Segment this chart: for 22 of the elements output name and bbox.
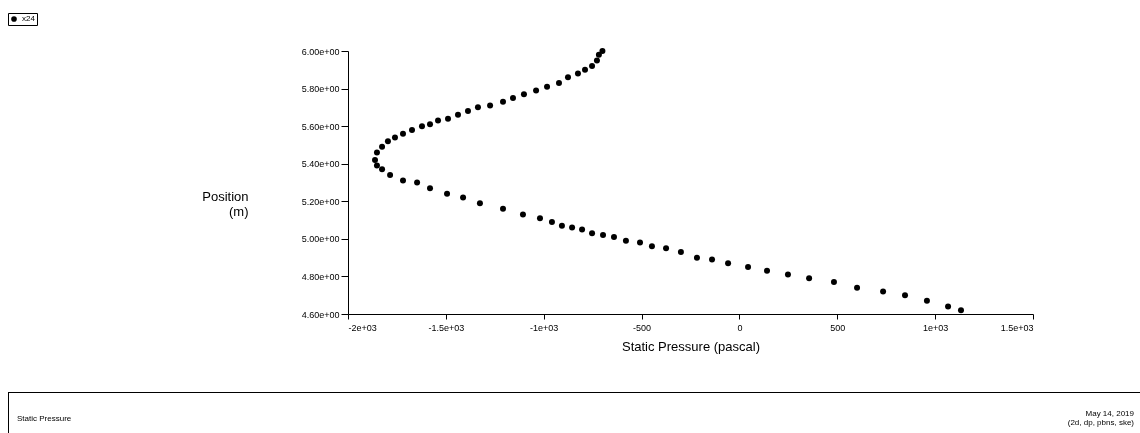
x-tick-label: 0 xyxy=(737,322,743,333)
y-tick-label: 6.00e+00 xyxy=(301,46,340,57)
x-tick-label: 500 xyxy=(830,322,846,333)
y-tick-label: 5.00e+00 xyxy=(301,234,340,245)
x-tick-label: 1.5e+03 xyxy=(1000,322,1034,333)
y-axis-title: Position (m) xyxy=(202,188,249,219)
x-tick-label: -500 xyxy=(633,322,652,333)
x-tick-label: 1e+03 xyxy=(923,322,949,333)
y-tick-label: 5.40e+00 xyxy=(301,159,340,170)
x-axis-title: Static Pressure (pascal) xyxy=(622,338,760,354)
x-tick-label: -1.5e+03 xyxy=(428,322,465,333)
text: x24 xyxy=(22,14,36,23)
y-tick-label: 5.60e+00 xyxy=(301,121,340,132)
y-tick-label: 4.60e+00 xyxy=(301,309,340,320)
x-tick-label: -1e+03 xyxy=(530,322,559,333)
y-tick-label: 5.20e+00 xyxy=(301,196,340,207)
text: (2d, dp, pbns, ske) xyxy=(1067,418,1134,427)
text: May 14, 2019 xyxy=(1084,409,1134,418)
y-tick-label: 5.80e+00 xyxy=(301,84,340,95)
text: Static Pressure xyxy=(17,414,72,423)
x-tick-label: -2e+03 xyxy=(348,322,377,333)
y-tick-label: 4.80e+00 xyxy=(301,271,340,282)
